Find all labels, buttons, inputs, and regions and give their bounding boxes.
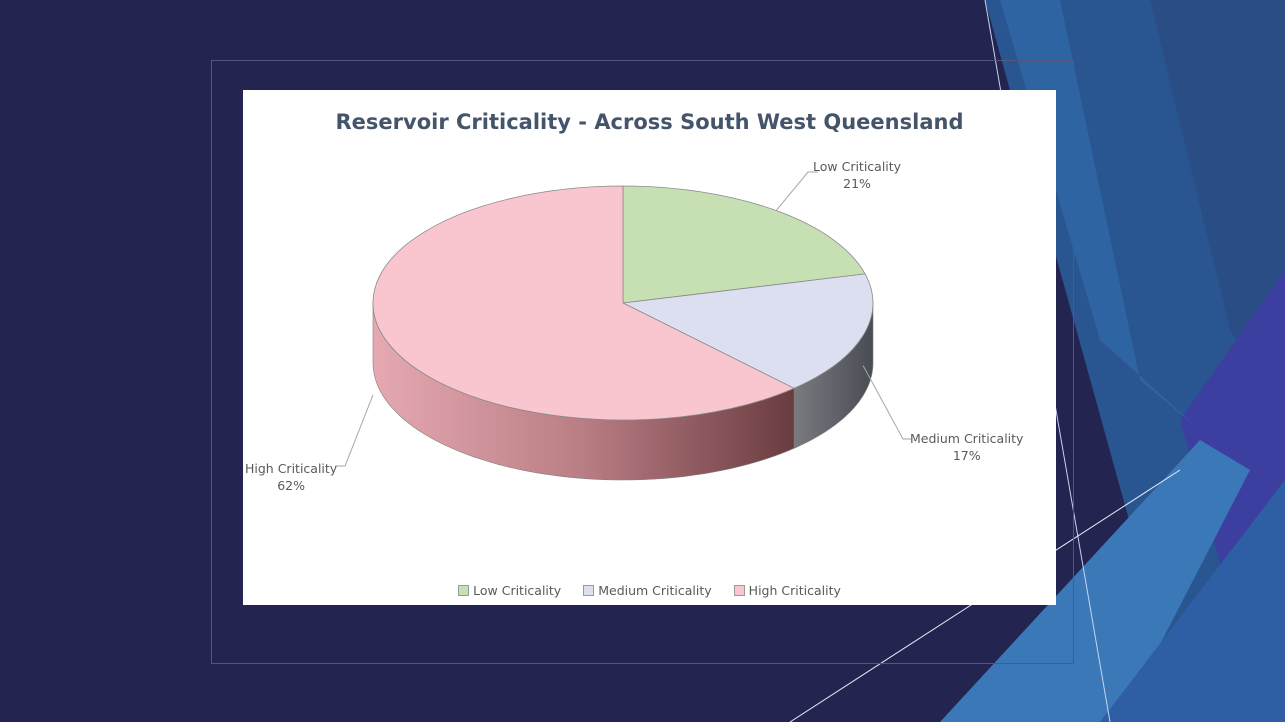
data-label-high: High Criticality 62% bbox=[245, 460, 337, 494]
bg-shape-4 bbox=[940, 440, 1250, 722]
legend-label-medium: Medium Criticality bbox=[598, 583, 712, 598]
chart-title: Reservoir Criticality - Across South Wes… bbox=[335, 110, 964, 134]
data-label-medium-value: 17% bbox=[952, 448, 981, 463]
data-label-high-value: 62% bbox=[277, 478, 305, 493]
pie-chart bbox=[335, 171, 911, 481]
data-label-medium: Medium Criticality 17% bbox=[910, 430, 1023, 464]
chart-area[interactable]: Reservoir Criticality - Across South Wes… bbox=[243, 90, 1056, 605]
legend-label-low: Low Criticality bbox=[473, 583, 562, 598]
legend-swatch-medium bbox=[583, 585, 595, 596]
leader-lines bbox=[335, 171, 911, 467]
pie-tops bbox=[372, 185, 874, 421]
pie-slice-high[interactable] bbox=[372, 185, 796, 421]
leader-line-high bbox=[335, 394, 374, 467]
chart-legend: Low Criticality Medium Criticality High … bbox=[243, 583, 1056, 598]
legend-label-high: High Criticality bbox=[748, 583, 841, 598]
data-label-low-value: 21% bbox=[843, 176, 871, 191]
leader-line-low bbox=[775, 171, 818, 211]
bg-shape-5 bbox=[1100, 480, 1285, 722]
data-label-high-name: High Criticality bbox=[245, 461, 338, 476]
legend-item-high: High Criticality bbox=[733, 583, 841, 598]
data-label-low: Low Criticality 21% bbox=[813, 158, 901, 192]
bg-shape-2 bbox=[1150, 0, 1285, 420]
legend-swatch-low bbox=[458, 585, 470, 596]
content-frame bbox=[211, 60, 1074, 664]
legend-item-low: Low Criticality bbox=[458, 583, 561, 598]
pie-slice-medium[interactable] bbox=[621, 273, 874, 389]
data-label-low-name: Low Criticality bbox=[813, 159, 902, 174]
legend-item-medium: Medium Criticality bbox=[583, 583, 712, 598]
legend-swatch-high bbox=[733, 585, 745, 596]
leader-line-medium bbox=[862, 365, 911, 440]
data-label-medium-name: Medium Criticality bbox=[910, 431, 1024, 446]
